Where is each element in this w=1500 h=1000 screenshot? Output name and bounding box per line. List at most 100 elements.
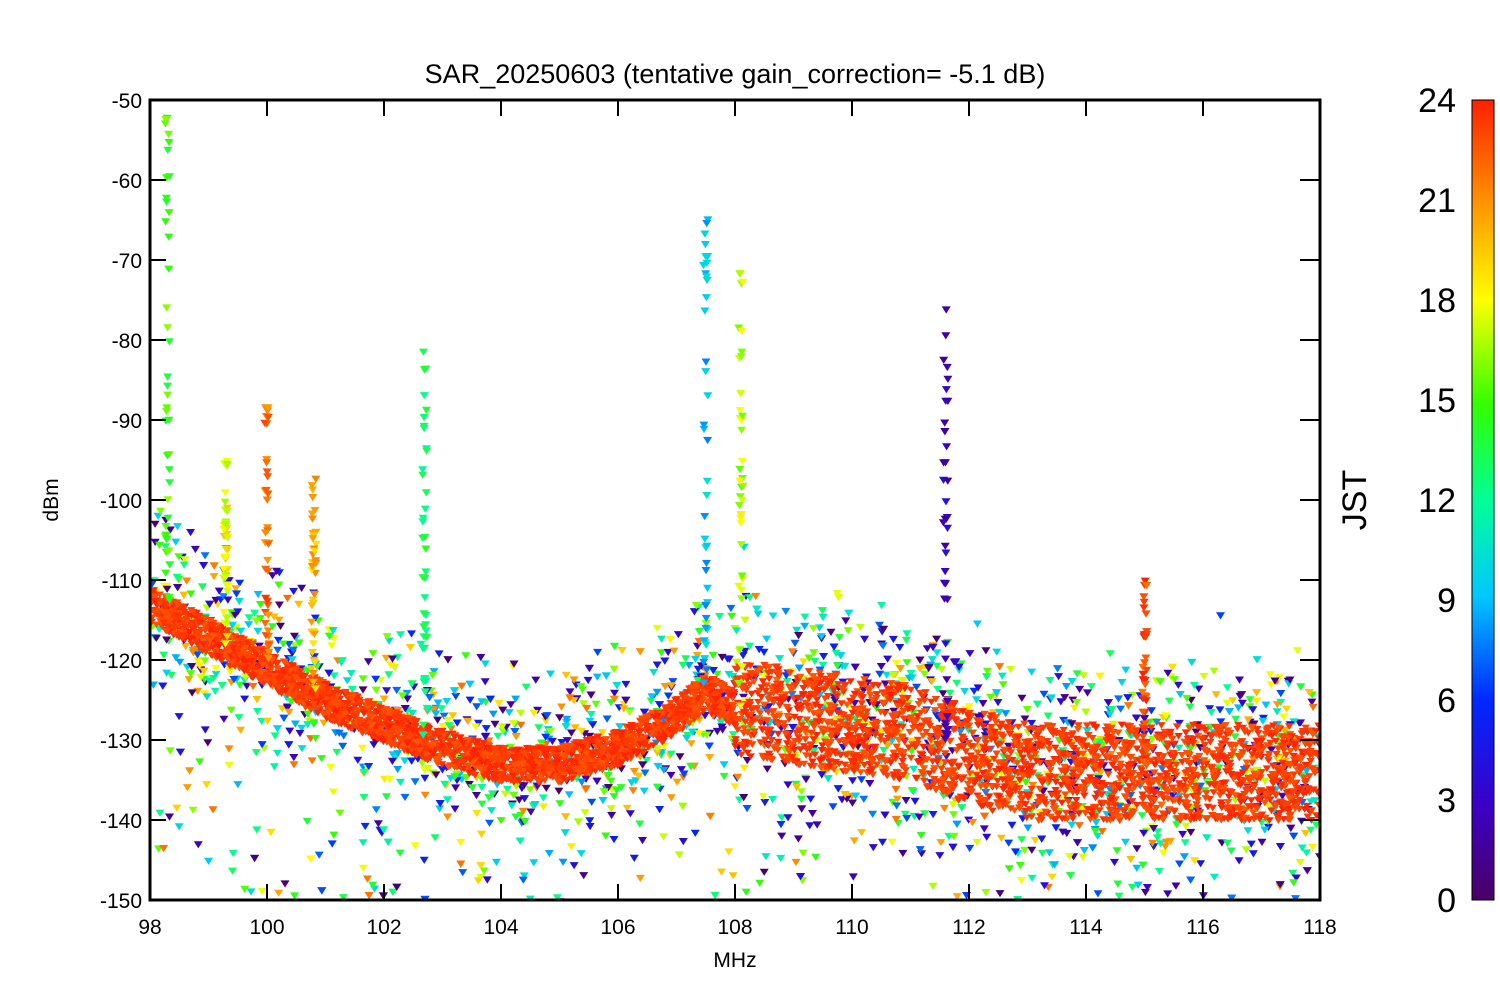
data-point — [234, 714, 244, 722]
data-point — [1081, 809, 1090, 817]
data-point — [763, 732, 773, 739]
data-point — [809, 747, 819, 755]
data-point — [1102, 811, 1112, 819]
data-point — [761, 853, 771, 861]
data-point — [1211, 691, 1221, 699]
data-point — [1073, 773, 1082, 781]
data-point — [708, 667, 718, 675]
data-point — [1118, 807, 1128, 814]
data-point — [516, 709, 525, 717]
data-point — [530, 981, 539, 988]
data-point — [1080, 905, 1089, 912]
data-point — [1163, 788, 1173, 796]
data-point — [759, 648, 769, 656]
data-point — [252, 708, 262, 716]
data-point — [795, 716, 804, 723]
data-point — [580, 809, 590, 817]
data-point — [758, 678, 768, 685]
data-point — [726, 604, 736, 613]
data-point — [1289, 832, 1299, 840]
data-point — [992, 648, 1002, 656]
data-point — [555, 800, 565, 808]
data-point — [297, 745, 307, 753]
data-point — [859, 795, 869, 803]
data-point — [289, 632, 299, 640]
data-point — [793, 835, 803, 843]
data-point — [531, 676, 541, 684]
data-point — [810, 657, 820, 665]
data-point — [379, 695, 389, 703]
data-point — [511, 813, 521, 821]
data-point — [1302, 867, 1312, 875]
data-point — [1108, 761, 1117, 769]
data-point — [1265, 817, 1274, 824]
data-point — [783, 814, 793, 822]
data-point — [883, 956, 892, 963]
data-point — [733, 773, 743, 781]
data-point — [403, 695, 412, 703]
data-point — [652, 783, 662, 791]
data-point — [652, 624, 662, 633]
data-point — [732, 658, 742, 666]
data-point — [1295, 736, 1304, 743]
data-point — [1041, 971, 1050, 978]
data-point — [610, 642, 620, 651]
data-point — [775, 655, 785, 663]
data-point — [691, 602, 701, 610]
data-point — [1027, 874, 1037, 882]
data-point — [1187, 990, 1196, 997]
data-point — [1073, 786, 1082, 793]
data-point — [1252, 656, 1262, 664]
data-point — [1311, 821, 1320, 829]
data-point — [1097, 779, 1106, 787]
data-point — [485, 819, 494, 827]
data-point — [837, 700, 846, 707]
data-point — [493, 732, 503, 740]
data-point — [369, 701, 378, 708]
data-point — [450, 773, 460, 781]
data-point — [1166, 728, 1175, 736]
data-point — [451, 758, 461, 766]
data-point — [876, 663, 886, 671]
data-point — [629, 854, 639, 862]
data-point — [314, 851, 324, 859]
data-point — [1202, 834, 1212, 842]
data-point — [1172, 761, 1181, 769]
data-point — [875, 621, 884, 629]
data-point — [553, 771, 562, 779]
data-point — [511, 695, 521, 703]
data-point — [762, 635, 772, 643]
data-point — [638, 837, 647, 845]
data-point — [982, 673, 992, 681]
data-point — [1173, 681, 1183, 689]
data-point — [569, 676, 579, 684]
data-point — [906, 754, 916, 762]
data-point — [710, 892, 720, 900]
data-point — [1269, 762, 1278, 770]
data-point — [764, 742, 773, 750]
data-point — [173, 584, 183, 592]
data-point — [836, 652, 846, 660]
data-point — [865, 780, 875, 788]
data-point — [1088, 844, 1098, 852]
data-point — [1172, 723, 1182, 731]
data-point — [1254, 730, 1263, 737]
data-point — [790, 639, 800, 647]
data-point — [420, 791, 430, 799]
data-point — [1074, 822, 1084, 830]
data-point — [1105, 650, 1115, 658]
data-point — [268, 623, 277, 631]
data-point — [1252, 766, 1262, 775]
data-point — [708, 651, 718, 660]
data-point — [1306, 757, 1315, 765]
data-point — [1159, 753, 1168, 760]
data-point — [978, 700, 988, 708]
data-point — [800, 622, 810, 630]
data-point — [443, 716, 453, 724]
data-point — [294, 600, 304, 608]
data-point — [628, 787, 638, 795]
data-point — [691, 655, 700, 663]
data-point — [875, 670, 885, 678]
data-point — [269, 763, 279, 771]
data-point — [1302, 849, 1311, 857]
